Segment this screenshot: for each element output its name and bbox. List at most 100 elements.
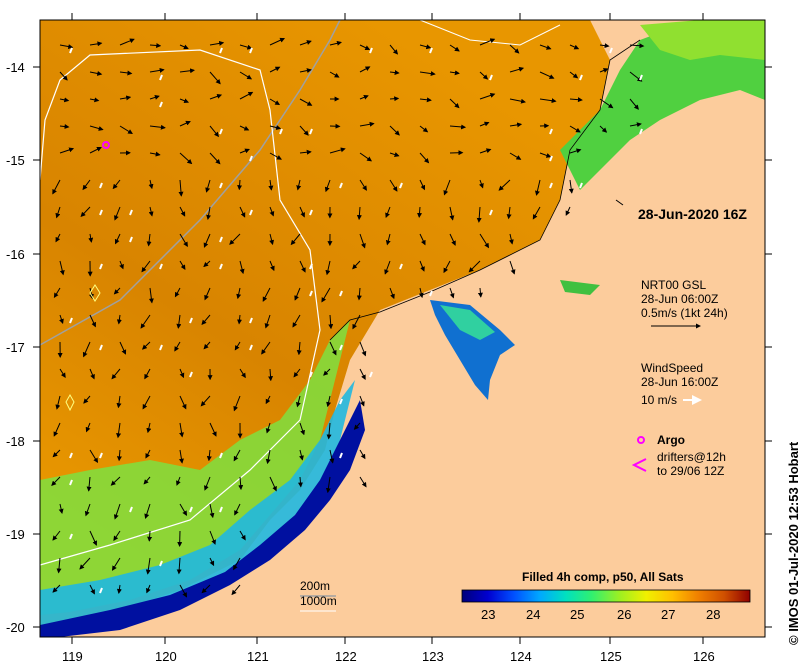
current-vector	[269, 260, 275, 272]
current-vector	[321, 287, 331, 303]
wind-vector	[99, 209, 103, 216]
current-vector	[534, 179, 541, 196]
current-vector	[449, 44, 460, 52]
current-vector	[145, 449, 151, 459]
current-vector	[179, 152, 193, 165]
current-vector	[509, 152, 522, 160]
colorbar-tick: 28	[706, 607, 720, 622]
current-vector	[176, 557, 182, 575]
current-vector	[52, 179, 61, 195]
current-vector	[329, 449, 335, 464]
current-vector	[209, 71, 221, 85]
current-vector	[269, 206, 275, 217]
lat-tick-label: -15	[6, 153, 25, 168]
wind-vector	[99, 452, 103, 459]
current-vector	[296, 179, 302, 191]
current-vector	[178, 449, 184, 464]
current-vector	[294, 287, 301, 301]
current-vector	[141, 260, 151, 273]
current-vector	[89, 584, 95, 595]
current-vector	[419, 260, 425, 272]
current-vector	[237, 314, 243, 325]
current-vector	[59, 368, 66, 378]
wind-legend-scale: 10 m/s	[641, 393, 677, 407]
current-vector	[201, 584, 211, 594]
current-vector	[119, 70, 133, 76]
current-vector	[299, 206, 305, 218]
ocean-cyan-band	[40, 380, 355, 632]
current-vector	[201, 314, 211, 326]
plot-area	[39, 19, 766, 638]
current-legend-title: NRT00 GSL	[641, 278, 706, 292]
current-vector	[418, 287, 424, 299]
current-vector	[479, 38, 496, 46]
current-vector	[110, 476, 121, 486]
current-vector	[389, 179, 398, 192]
current-vector	[52, 584, 61, 593]
colorbar-tick: 26	[617, 607, 631, 622]
current-vector	[203, 341, 211, 350]
lon-tick-label: 121	[247, 649, 269, 664]
current-vector	[53, 422, 61, 437]
current-vector	[206, 206, 212, 220]
wind-vector	[129, 209, 133, 216]
float-legend: Argo drifters@12h to 29/06 12Z	[631, 433, 726, 478]
wind-vector	[639, 128, 643, 135]
current-vector	[629, 122, 642, 128]
current-vector	[59, 314, 64, 325]
drifter-marker	[89, 284, 101, 302]
current-vector	[479, 71, 489, 80]
current-vector	[329, 341, 337, 356]
current-vector	[237, 179, 243, 191]
plot-frame	[39, 19, 766, 638]
current-vector	[569, 125, 581, 133]
current-vector	[89, 125, 104, 131]
wind-vector	[219, 452, 223, 459]
current-vector	[209, 530, 216, 545]
current-vector	[83, 395, 91, 404]
current-vector	[233, 449, 241, 462]
current-vector	[85, 422, 91, 433]
ne-green-coast	[560, 25, 765, 190]
current-vector	[119, 341, 127, 355]
current-vector	[532, 206, 541, 220]
wind-vector	[399, 182, 403, 189]
wind-vector	[489, 74, 493, 81]
drifter-legend-line2: to 29/06 12Z	[657, 464, 724, 478]
current-vector	[229, 233, 241, 245]
current-vector	[385, 206, 391, 219]
lat-axis: -14 -15 -16 -17 -18 -19 -20	[6, 60, 772, 635]
current-vector	[113, 287, 121, 295]
current-vector	[477, 287, 483, 298]
current-vector	[148, 179, 154, 190]
current-vector	[209, 557, 215, 567]
current-vector	[82, 179, 91, 191]
wind-vector	[69, 452, 73, 459]
current-vector	[116, 314, 122, 325]
current-vector	[114, 206, 121, 221]
current-vector	[147, 530, 153, 542]
current-vector	[146, 584, 151, 594]
current-vector	[262, 287, 271, 302]
current-vector	[299, 422, 305, 436]
current-vector	[359, 341, 367, 357]
current-vector	[55, 206, 61, 219]
current-vector	[113, 530, 121, 542]
current-vector	[59, 260, 65, 276]
current-vector	[269, 476, 277, 492]
current-vector	[146, 233, 152, 247]
current-vector	[299, 98, 313, 106]
current-vector	[233, 557, 241, 571]
wind-vector	[219, 506, 223, 513]
argo-legend-icon	[637, 436, 645, 444]
wind-vector	[219, 263, 223, 270]
current-vector	[419, 152, 430, 164]
current-vector	[239, 368, 246, 379]
wind-vector	[99, 263, 103, 270]
timestamp-pointer	[615, 199, 624, 206]
argo-float-marker	[102, 141, 110, 149]
lon-tick-label: 124	[510, 649, 532, 664]
current-vector	[299, 68, 312, 74]
current-vector	[419, 71, 436, 77]
current-vector	[119, 260, 124, 270]
